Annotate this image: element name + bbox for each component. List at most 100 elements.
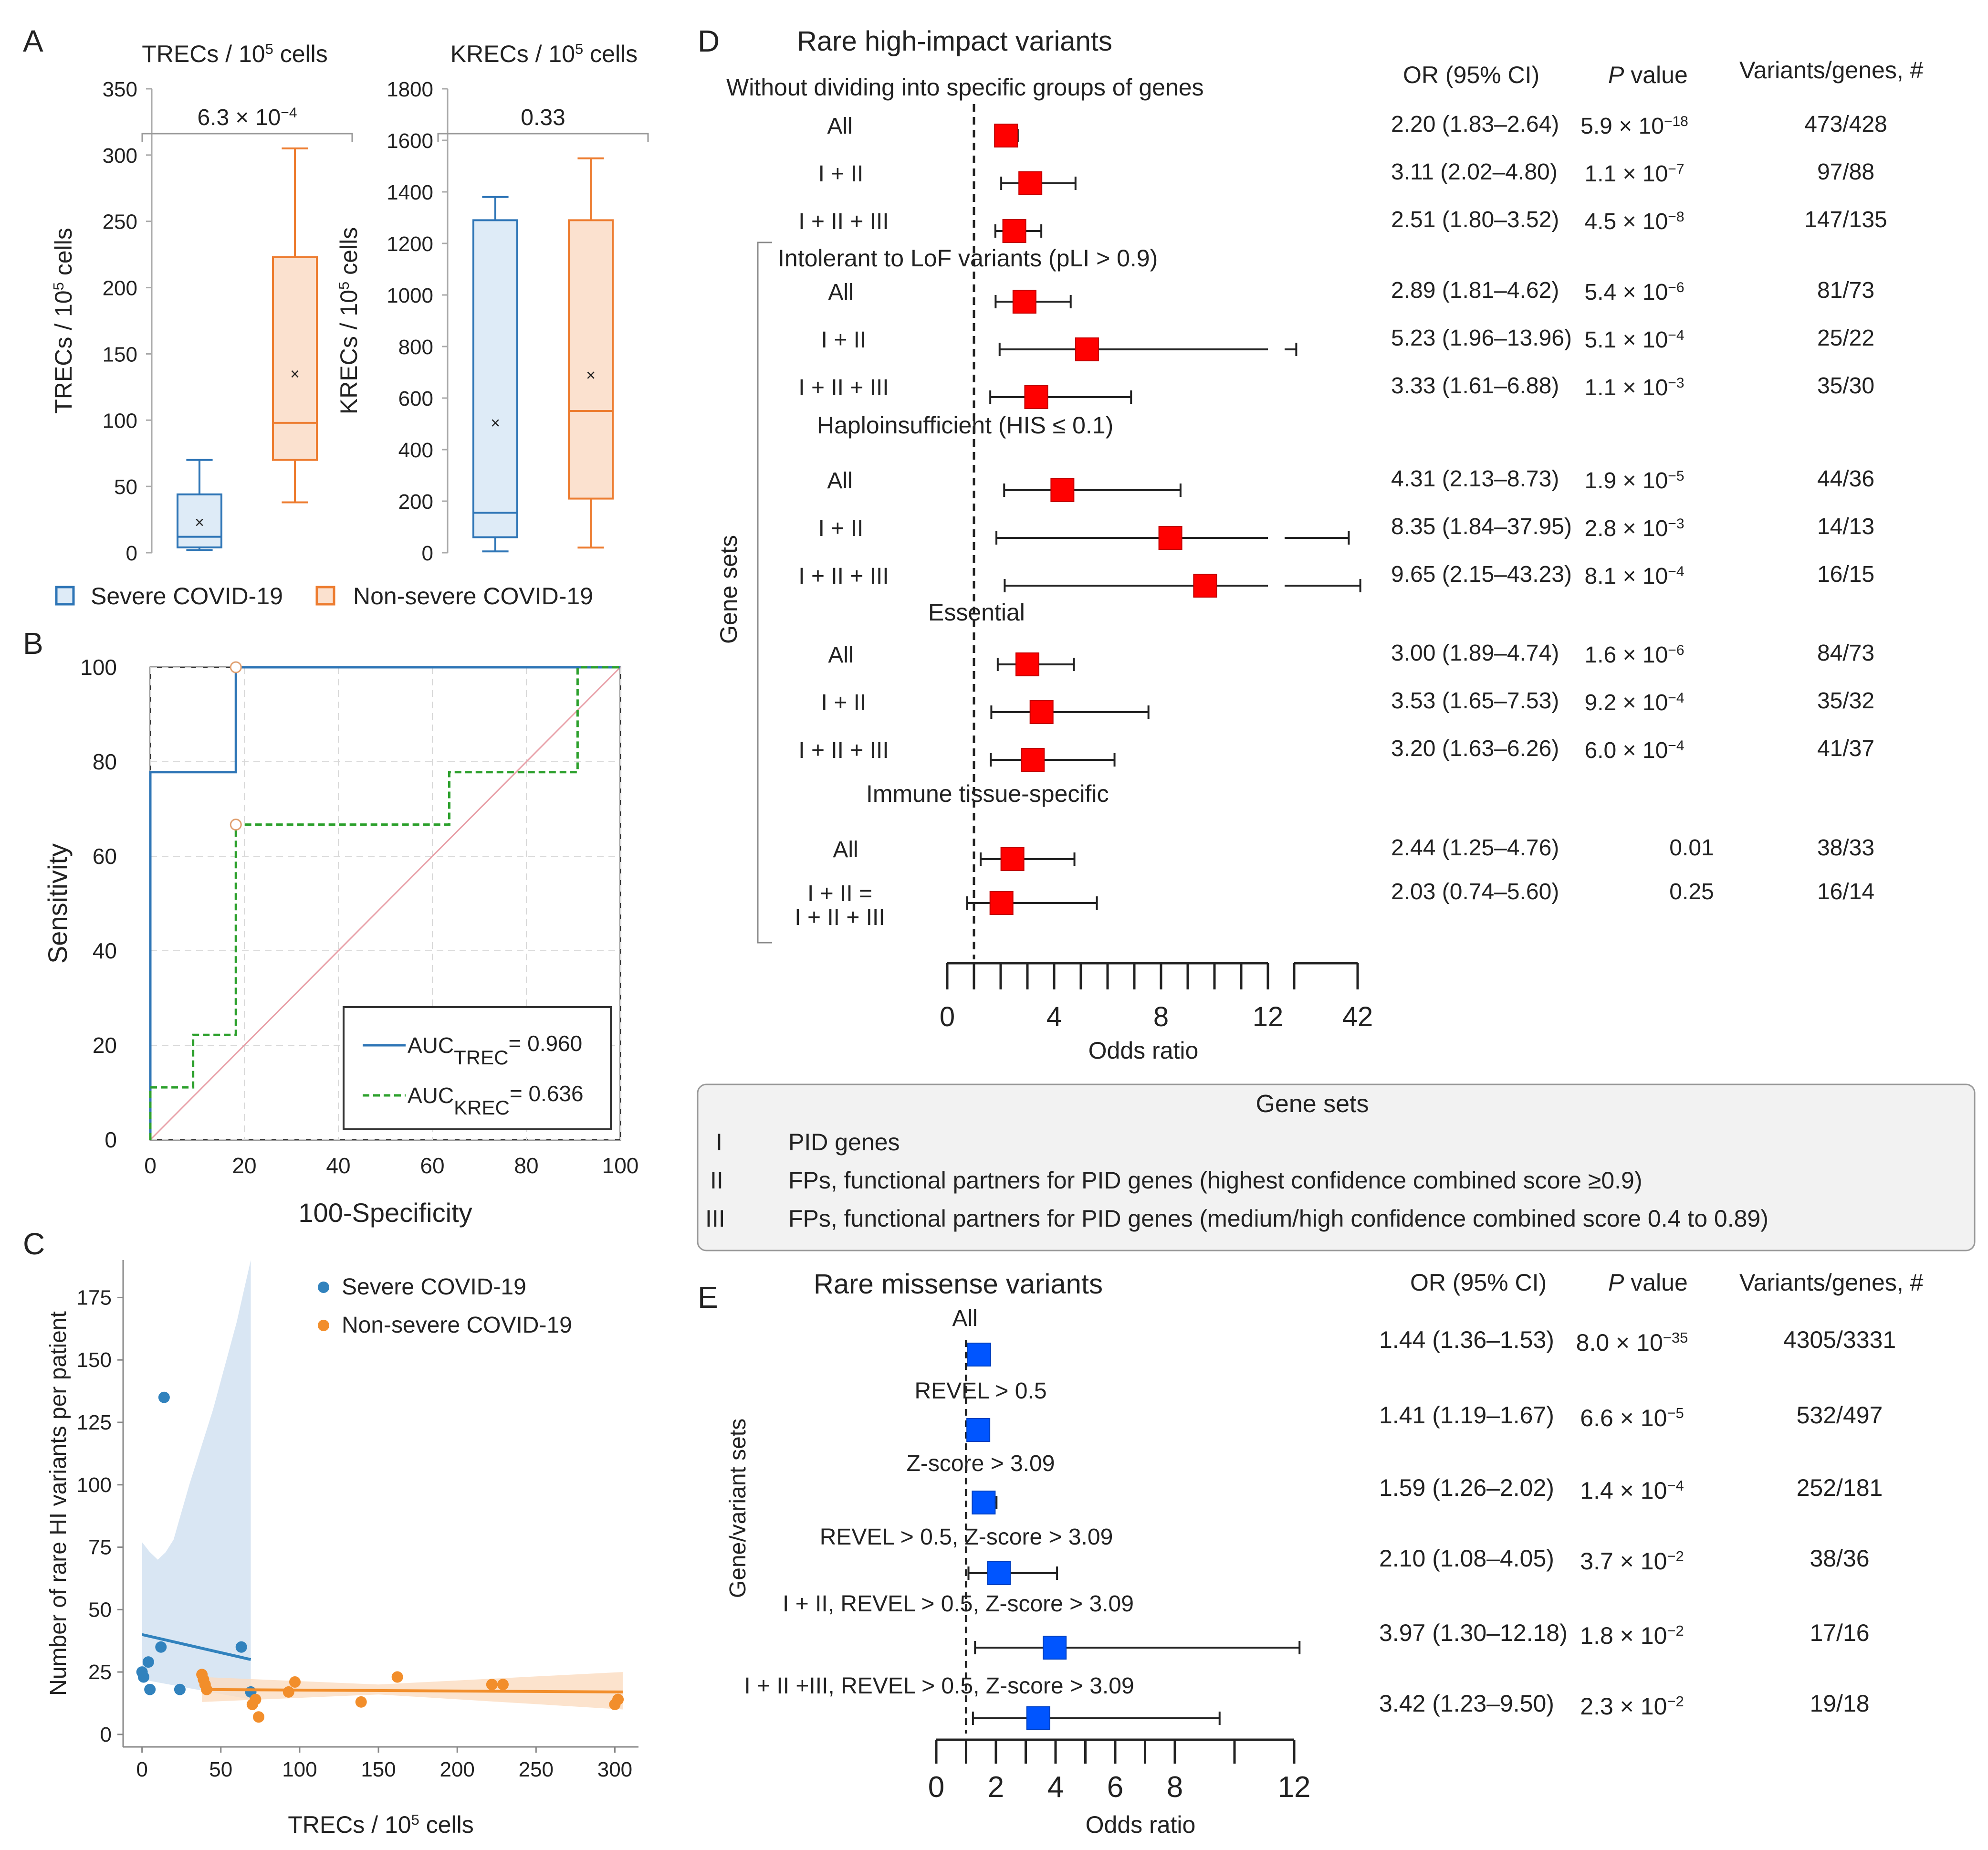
or-ci-value: 3.20 (1.63–6.26) bbox=[1391, 736, 1559, 761]
group-header: Haploinsufficient (HIS ≤ 0.1) bbox=[817, 412, 1113, 439]
p-value: 0.01 bbox=[1669, 835, 1714, 861]
y-tick-label: 20 bbox=[93, 1033, 117, 1058]
x-tick-label: 4 bbox=[1046, 1001, 1062, 1032]
or-ci-value: 2.10 (1.08–4.05) bbox=[1379, 1545, 1554, 1572]
scatter-point-nonsevere bbox=[201, 1683, 213, 1695]
x-axis-label: 100-Specificity bbox=[298, 1198, 472, 1228]
variants-genes-count: 35/30 bbox=[1817, 373, 1874, 399]
x-tick-label: 100 bbox=[282, 1758, 317, 1781]
legend-panel-a: Severe COVID-19 Non-severe COVID-19 bbox=[55, 583, 593, 610]
p-value: 2.3 × 10−2 bbox=[1580, 1693, 1684, 1720]
point-estimate bbox=[1026, 1706, 1050, 1730]
y-tick-label: 80 bbox=[93, 749, 117, 774]
legend-nonsevere-label: Non-severe COVID-19 bbox=[353, 583, 593, 610]
scatter-point-severe bbox=[158, 1391, 170, 1403]
gene-set-text-2: FPs, functional partners for PID genes (… bbox=[788, 1167, 1642, 1194]
row-label: I + II bbox=[818, 516, 864, 541]
or-ci-value: 8.35 (1.84–37.95) bbox=[1391, 514, 1572, 539]
y-tick-label: 350 bbox=[103, 78, 137, 101]
row-label: I + II + III bbox=[798, 209, 889, 234]
y-axis-label: Sensitivity bbox=[42, 843, 73, 964]
legend-label-trec: AUCTREC= 0.960 bbox=[408, 1031, 582, 1069]
y-tick-label: 0 bbox=[105, 1127, 117, 1152]
y-tick-label: 400 bbox=[398, 439, 433, 462]
x-axis-label: Odds ratio bbox=[1086, 1811, 1196, 1838]
significance-p-value: 0.33 bbox=[521, 105, 565, 130]
row-label: Z-score > 3.09 bbox=[907, 1451, 1055, 1476]
p-value: 5.9 × 10−18 bbox=[1580, 114, 1688, 139]
point-estimate bbox=[1075, 337, 1099, 361]
chart-forest-missense: Rare missense variants OR (95% CI) P value… bbox=[725, 1269, 1924, 1838]
chart-title: Rare high-impact variants bbox=[797, 26, 1112, 57]
y-tick-label: 300 bbox=[103, 144, 137, 168]
column-header-p: P value bbox=[1608, 1269, 1688, 1296]
scatter-point-severe bbox=[144, 1683, 156, 1695]
y-tick-label: 150 bbox=[77, 1348, 112, 1372]
scatter-point-severe bbox=[137, 1671, 149, 1683]
or-ci-value: 3.97 (1.30–12.18) bbox=[1379, 1619, 1568, 1646]
or-ci-value: 9.65 (2.15–43.23) bbox=[1391, 562, 1572, 587]
panel-label-c: C bbox=[23, 1227, 45, 1261]
p-value: 4.5 × 10−8 bbox=[1584, 209, 1684, 235]
y-tick-label: 1600 bbox=[387, 129, 433, 153]
x-tick-label: 20 bbox=[232, 1153, 256, 1178]
variants-genes-count: 25/22 bbox=[1817, 326, 1874, 351]
y-tick-label: 75 bbox=[88, 1536, 112, 1559]
p-value: 1.9 × 10−5 bbox=[1584, 468, 1684, 494]
p-value: 8.0 × 10−35 bbox=[1576, 1329, 1688, 1356]
box-iqr bbox=[272, 256, 318, 461]
x-tick-label: 42 bbox=[1342, 1001, 1373, 1032]
y-tick-label: 0 bbox=[100, 1723, 112, 1746]
variants-genes-count: 17/16 bbox=[1810, 1619, 1869, 1646]
point-estimate bbox=[1000, 847, 1025, 871]
gene-set-text-3: FPs, functional partners for PID genes (… bbox=[788, 1205, 1768, 1232]
column-header-or: OR (95% CI) bbox=[1410, 1269, 1547, 1296]
gene-set-code-3: III bbox=[705, 1205, 725, 1232]
p-value: 5.1 × 10−4 bbox=[1584, 327, 1684, 353]
row-label: All bbox=[827, 114, 852, 139]
point-estimate bbox=[972, 1491, 996, 1514]
variants-genes-count: 38/36 bbox=[1810, 1545, 1869, 1572]
legend-label-severe: Severe COVID-19 bbox=[342, 1274, 526, 1300]
x-tick-label: 300 bbox=[597, 1758, 632, 1781]
box-mean-marker: × bbox=[195, 514, 204, 532]
x-tick-label: 6 bbox=[1107, 1771, 1123, 1804]
box-iqr bbox=[568, 219, 614, 500]
y-tick-label: 50 bbox=[88, 1598, 112, 1621]
point-estimate bbox=[987, 1561, 1011, 1585]
row-label: I + II, REVEL > 0.5, Z-score > 3.09 bbox=[783, 1591, 1134, 1617]
or-ci-value: 2.51 (1.80–3.52) bbox=[1391, 207, 1559, 232]
x-tick-label: 50 bbox=[209, 1758, 232, 1781]
variants-genes-count: 532/497 bbox=[1797, 1402, 1883, 1429]
chart-title: TRECs / 105 cells bbox=[142, 41, 328, 68]
y-tick-label: 200 bbox=[398, 490, 433, 514]
variants-genes-count: 4305/3331 bbox=[1783, 1326, 1896, 1353]
legend-label-nonsevere: Non-severe COVID-19 bbox=[342, 1313, 572, 1338]
variants-genes-count: 473/428 bbox=[1804, 112, 1887, 137]
row-label: I + II bbox=[821, 327, 867, 353]
box-mean-marker: × bbox=[290, 365, 300, 383]
legend-severe-label: Severe COVID-19 bbox=[91, 583, 283, 610]
gene-sets-box: Gene sets I PID genes II FPs, functional… bbox=[697, 1083, 1976, 1251]
confidence-band-severe bbox=[142, 1260, 251, 1700]
chart-scatter: 0 50 100 150 200 250 300 0 25 50 75 100 125 150 175 Sev… bbox=[46, 1260, 638, 1838]
point-estimate bbox=[1018, 171, 1043, 195]
y-tick-label: 100 bbox=[103, 409, 137, 432]
variants-genes-count: 252/181 bbox=[1797, 1474, 1883, 1501]
roc-curve-trec bbox=[149, 666, 620, 1140]
variants-genes-count: 81/73 bbox=[1817, 278, 1874, 303]
p-value: 1.1 × 10−7 bbox=[1584, 161, 1684, 187]
p-value: 0.25 bbox=[1669, 879, 1714, 904]
row-label: All bbox=[952, 1306, 977, 1331]
or-ci-value: 3.42 (1.23–9.50) bbox=[1379, 1690, 1554, 1717]
x-tick-label: 0 bbox=[928, 1771, 944, 1804]
or-ci-value: 4.31 (2.13–8.73) bbox=[1391, 466, 1559, 492]
group-header: Essential bbox=[928, 599, 1025, 626]
row-label: All bbox=[828, 280, 853, 305]
y-tick-label: 600 bbox=[398, 387, 433, 410]
p-value: 6.0 × 10−4 bbox=[1584, 738, 1684, 764]
gene-set-code-1: I bbox=[716, 1129, 722, 1156]
y-tick-label: 150 bbox=[103, 343, 137, 366]
or-ci-value: 3.11 (2.02–4.80) bbox=[1391, 159, 1558, 185]
